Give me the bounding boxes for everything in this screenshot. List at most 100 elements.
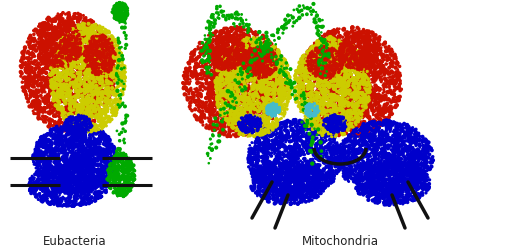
Point: [348, 169, 356, 173]
Point: [356, 62, 364, 66]
Point: [91, 30, 99, 34]
Point: [365, 168, 373, 172]
Point: [299, 55, 308, 59]
Point: [269, 101, 278, 105]
Point: [229, 126, 237, 130]
Point: [87, 113, 96, 117]
Point: [338, 48, 346, 52]
Point: [241, 63, 249, 67]
Point: [286, 164, 294, 168]
Point: [41, 48, 50, 52]
Point: [245, 102, 253, 106]
Point: [120, 171, 129, 175]
Point: [254, 71, 262, 75]
Point: [309, 68, 317, 72]
Point: [96, 64, 104, 68]
Point: [252, 61, 261, 66]
Point: [281, 184, 289, 188]
Point: [41, 24, 49, 28]
Point: [260, 88, 269, 92]
Point: [214, 97, 223, 101]
Point: [209, 33, 218, 37]
Point: [222, 53, 231, 57]
Point: [187, 86, 195, 90]
Point: [118, 186, 127, 191]
Point: [37, 171, 46, 175]
Point: [350, 78, 358, 82]
Point: [306, 103, 315, 107]
Point: [319, 49, 327, 53]
Point: [255, 40, 264, 44]
Point: [88, 128, 96, 132]
Point: [263, 107, 271, 111]
Point: [349, 51, 358, 55]
Point: [56, 63, 64, 67]
Point: [40, 179, 48, 183]
Point: [342, 89, 351, 93]
Point: [225, 69, 233, 73]
Point: [102, 106, 111, 110]
Point: [262, 85, 270, 89]
Point: [393, 188, 401, 192]
Point: [221, 44, 229, 48]
Point: [101, 152, 110, 156]
Point: [120, 83, 128, 87]
Point: [267, 76, 275, 80]
Point: [77, 85, 86, 89]
Point: [95, 86, 104, 90]
Point: [49, 171, 58, 175]
Point: [410, 137, 418, 141]
Point: [302, 177, 310, 181]
Point: [331, 48, 340, 52]
Point: [117, 75, 125, 79]
Point: [315, 42, 323, 46]
Point: [73, 142, 81, 146]
Point: [243, 23, 251, 27]
Point: [98, 125, 107, 129]
Point: [259, 129, 268, 133]
Point: [102, 109, 110, 113]
Point: [70, 168, 78, 172]
Point: [51, 31, 60, 35]
Point: [302, 171, 310, 175]
Point: [69, 172, 78, 176]
Point: [257, 57, 265, 61]
Point: [204, 58, 212, 62]
Point: [268, 179, 277, 183]
Point: [313, 167, 322, 171]
Point: [356, 62, 364, 67]
Point: [398, 195, 407, 199]
Point: [363, 122, 372, 126]
Point: [245, 66, 253, 70]
Point: [323, 116, 332, 120]
Point: [277, 102, 286, 106]
Point: [102, 181, 110, 185]
Point: [61, 164, 70, 168]
Point: [322, 90, 330, 94]
Point: [355, 92, 363, 96]
Point: [117, 175, 125, 179]
Point: [38, 177, 47, 181]
Point: [108, 37, 116, 41]
Point: [327, 113, 335, 117]
Point: [258, 87, 267, 91]
Point: [400, 168, 409, 172]
Point: [233, 57, 241, 61]
Point: [80, 183, 88, 187]
Point: [414, 192, 422, 196]
Point: [56, 162, 65, 166]
Point: [349, 56, 357, 60]
Point: [97, 35, 105, 39]
Point: [124, 170, 132, 174]
Point: [334, 50, 342, 54]
Point: [45, 26, 53, 30]
Point: [301, 91, 310, 96]
Point: [371, 182, 379, 186]
Point: [108, 59, 117, 64]
Point: [375, 152, 384, 156]
Point: [365, 85, 373, 89]
Point: [41, 21, 49, 25]
Point: [342, 100, 350, 104]
Point: [86, 142, 95, 146]
Point: [61, 185, 69, 190]
